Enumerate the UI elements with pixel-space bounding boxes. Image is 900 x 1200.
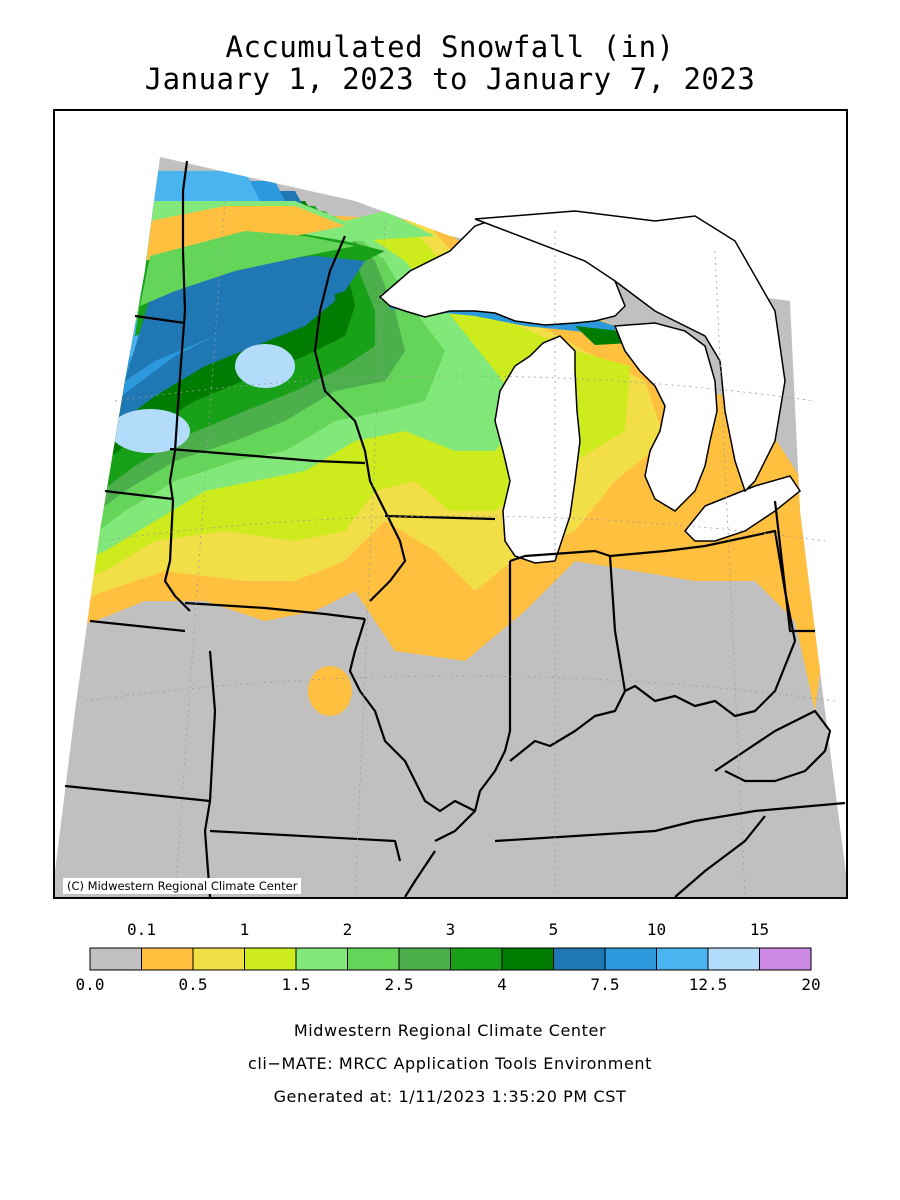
legend-tick-label: 0.5 (178, 975, 208, 994)
legend-swatch (656, 947, 709, 971)
legend-swatch (553, 947, 606, 971)
legend-swatch (295, 947, 348, 971)
state-boundaries (64, 160, 846, 897)
legend-tick-label: 4 (497, 975, 507, 994)
legend-swatch (707, 947, 760, 971)
ia-mn-boundary (169, 447, 366, 465)
legend-tick-label: 7.5 (590, 975, 620, 994)
legend-swatch (501, 947, 554, 971)
legend-tick-label: 2 (342, 920, 353, 939)
legend-swatch (192, 947, 245, 971)
sd-boundary (134, 314, 186, 325)
legend-swatch (89, 947, 142, 971)
legend-tick-label: 10 (646, 920, 667, 939)
legend-tick-label: 12.5 (688, 975, 728, 994)
ne-boundary (89, 619, 186, 633)
map-title: Accumulated Snowfall (in) (225, 30, 675, 64)
tn-va-boundary (674, 815, 766, 897)
legend-tick-label: 2.5 (384, 975, 414, 994)
wi-il-boundary (384, 514, 496, 521)
in-boundary (509, 549, 627, 762)
legend-swatch (759, 947, 812, 971)
legend-tick-label: 1 (239, 920, 250, 939)
legend-tick-label: 0.0 (75, 975, 105, 994)
legend-tick-label: 1.5 (281, 975, 311, 994)
wi-mn-boundary (313, 235, 407, 602)
footer-organization: Midwestern Regional Climate Center (293, 1021, 607, 1040)
legend-swatch (244, 947, 297, 971)
color-legend: 0.1 1 2 3 5 10 15 0.0 0.5 1.5 2.5 4 7.5 12.5 20 (60, 918, 840, 998)
legend-tick-label: 3 (445, 920, 456, 939)
ia-east-dakota (104, 489, 174, 501)
snowfall-map: (C) Midwestern Regional Climate Center (53, 109, 848, 899)
lake-huron (613, 322, 718, 512)
ok-boundary (209, 829, 402, 862)
lake-michigan (494, 335, 581, 564)
legend-tick-label: 15 (749, 920, 770, 939)
ontario-upper (474, 210, 786, 493)
ms-river-lower (434, 810, 476, 842)
footer-generated-time: Generated at: 1/11/2023 1:35:20 PM CST (273, 1087, 627, 1106)
map-copyright: (C) Midwestern Regional Climate Center (63, 878, 302, 894)
pa-boundary (773, 500, 815, 633)
tn-boundary (404, 850, 436, 897)
minnesota-boundary (163, 160, 191, 612)
ia-mo-boundary (184, 601, 366, 621)
wv-boundary (714, 709, 832, 783)
great-lakes (378, 210, 802, 564)
map-date-range: January 1, 2023 to January 7, 2023 (144, 62, 756, 96)
lat-lon-grid (84, 200, 836, 897)
il-boundary (348, 561, 512, 813)
map-canvas (55, 157, 846, 897)
legend-colorbar (89, 947, 812, 971)
oh-boundary (609, 529, 797, 718)
footer-application: cli−MATE: MRCC Application Tools Environ… (247, 1054, 653, 1073)
legend-swatch (347, 947, 400, 971)
legend-tick-label: 20 (801, 975, 821, 994)
lake-erie (683, 475, 802, 542)
mo-boundary (203, 650, 217, 897)
legend-swatch (398, 947, 451, 971)
legend-tick-label: 5 (548, 920, 559, 939)
ks-boundary (64, 784, 211, 803)
legend-swatch (450, 947, 503, 971)
legend-swatch (141, 947, 194, 971)
legend-swatch (604, 947, 657, 971)
legend-tick-label: 0.1 (127, 920, 156, 939)
ky-boundary (494, 801, 846, 843)
